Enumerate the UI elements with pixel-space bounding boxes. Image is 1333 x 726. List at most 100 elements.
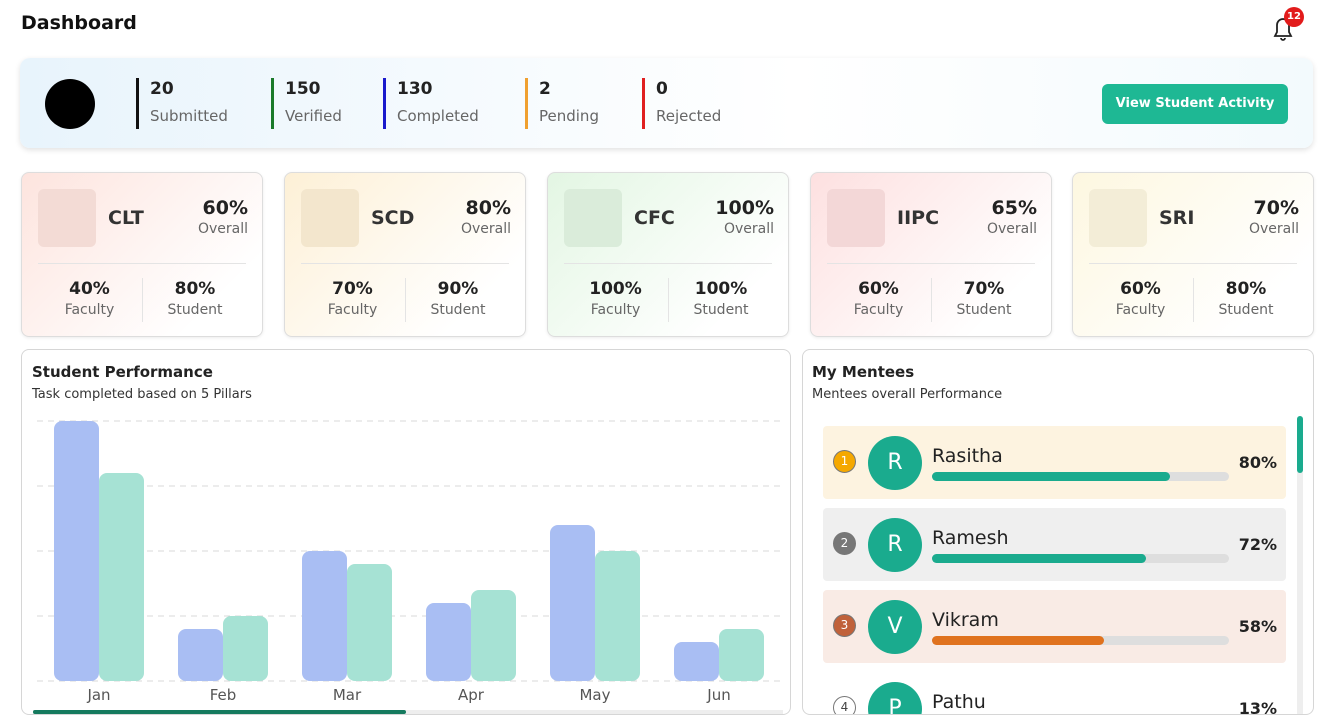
stat-label: Completed bbox=[397, 107, 479, 125]
mentee-avatar: R bbox=[868, 518, 922, 572]
mentee-avatar: R bbox=[868, 436, 922, 490]
scrollbar-track bbox=[33, 710, 783, 714]
mentee-percent: 72% bbox=[1238, 535, 1277, 554]
stat-label: Rejected bbox=[656, 107, 722, 125]
stat-value: 150 bbox=[285, 79, 321, 99]
bar bbox=[99, 473, 144, 681]
student-performance-panel: Student Performance Task completed based … bbox=[21, 349, 791, 715]
mentee-avatar: P bbox=[868, 682, 922, 714]
scrollbar-thumb bbox=[33, 710, 406, 714]
pillar-faculty: 100% bbox=[589, 279, 642, 299]
pillar-student: 80% bbox=[174, 279, 216, 299]
stat-value: 130 bbox=[397, 79, 433, 99]
mentee-avatar: V bbox=[868, 600, 922, 654]
mentee-percent: 58% bbox=[1238, 617, 1277, 636]
pillar-card: CLT 60% Overall 40% Faculty 80% Student bbox=[21, 172, 263, 337]
stat-label: Pending bbox=[539, 107, 599, 125]
progress-bar bbox=[932, 636, 1105, 645]
pillar-faculty: 60% bbox=[1120, 279, 1161, 299]
pillar-logo bbox=[564, 189, 622, 247]
pillar-student: 80% bbox=[1225, 279, 1267, 299]
pillar-separator bbox=[564, 263, 772, 264]
pillar-name: CLT bbox=[108, 207, 144, 229]
mentee-row: 1 R Rasitha 80% bbox=[823, 426, 1286, 499]
rank-badge: 3 bbox=[833, 614, 856, 637]
pillar-card: IIPC 65% Overall 60% Faculty 70% Student bbox=[810, 172, 1052, 337]
mentee-row: 3 V Vikram 58% bbox=[823, 590, 1286, 663]
x-tick-label: Apr bbox=[458, 686, 485, 704]
pillar-student-label: Student bbox=[956, 302, 1012, 318]
pillar-overall-label: Overall bbox=[460, 221, 511, 237]
bar bbox=[347, 564, 392, 681]
notification-badge: 12 bbox=[1284, 7, 1304, 27]
pillar-card: CFC 100% Overall 100% Faculty 100% Student bbox=[547, 172, 789, 337]
pillar-overall-label: Overall bbox=[723, 221, 774, 237]
pillar-student-label: Student bbox=[167, 302, 223, 318]
pillar-student-label: Student bbox=[693, 302, 749, 318]
scrollbar-thumb bbox=[1297, 416, 1303, 473]
pillar-student: 70% bbox=[963, 279, 1005, 299]
view-activity-button[interactable]: View Student Activity bbox=[1102, 84, 1288, 124]
bar bbox=[54, 421, 99, 681]
stat-divider bbox=[642, 78, 645, 129]
pillar-card: SRI 70% Overall 60% Faculty 80% Student bbox=[1072, 172, 1314, 337]
pillar-separator bbox=[1089, 263, 1297, 264]
bar bbox=[223, 616, 268, 681]
bar bbox=[674, 642, 719, 681]
pillar-faculty-label: Faculty bbox=[853, 302, 904, 318]
bar bbox=[302, 551, 347, 681]
pillar-name: SCD bbox=[371, 207, 415, 229]
pillar-separator bbox=[301, 263, 509, 264]
pillar-col-separator bbox=[668, 278, 669, 322]
rank-badge: 4 bbox=[833, 696, 856, 714]
stat-label: Submitted bbox=[150, 107, 228, 125]
mentees-title: My Mentees bbox=[812, 363, 915, 381]
stat-divider bbox=[271, 78, 274, 129]
pillar-faculty-label: Faculty bbox=[1115, 302, 1166, 318]
pillar-col-separator bbox=[931, 278, 932, 322]
bar bbox=[178, 629, 223, 681]
pillar-student-label: Student bbox=[430, 302, 486, 318]
pillar-name: IIPC bbox=[897, 207, 940, 229]
stats-bar: View Student Activity 20 Submitted 150 Veri… bbox=[20, 58, 1313, 148]
pillar-logo bbox=[38, 189, 96, 247]
mentee-percent: 80% bbox=[1238, 453, 1277, 472]
mentee-percent: 13% bbox=[1238, 699, 1277, 715]
mentee-name: Rasitha bbox=[932, 445, 1003, 467]
pillar-separator bbox=[38, 263, 246, 264]
pillar-overall-label: Overall bbox=[197, 221, 248, 237]
page-title: Dashboard bbox=[21, 12, 137, 34]
chart-subtitle: Task completed based on 5 Pillars bbox=[32, 387, 252, 402]
pillar-overall: 100% bbox=[715, 197, 774, 219]
pillar-faculty: 70% bbox=[332, 279, 373, 299]
pillar-overall: 65% bbox=[991, 197, 1037, 219]
pillar-faculty-label: Faculty bbox=[590, 302, 641, 318]
pillar-name: SRI bbox=[1159, 207, 1195, 229]
pillar-logo bbox=[301, 189, 359, 247]
scrollbar-track bbox=[1297, 416, 1303, 714]
mentee-row: 4 P Pathu 13% bbox=[823, 672, 1286, 715]
x-tick-label: May bbox=[579, 686, 610, 704]
pillar-logo bbox=[827, 189, 885, 247]
pillar-overall-label: Overall bbox=[1248, 221, 1299, 237]
stat-value: 20 bbox=[150, 79, 174, 99]
x-tick-label: Mar bbox=[333, 686, 362, 704]
bar bbox=[550, 525, 595, 681]
pillar-separator bbox=[827, 263, 1035, 264]
bar-chart: Jan Feb Mar Apr May Jun bbox=[33, 420, 783, 714]
mentees-panel: My Mentees Mentees overall Performance 1 R R… bbox=[802, 349, 1314, 715]
mentee-name: Ramesh bbox=[932, 527, 1009, 549]
mentee-name: Pathu bbox=[932, 691, 986, 713]
stat-value: 2 bbox=[539, 79, 551, 99]
mentees-subtitle: Mentees overall Performance bbox=[812, 387, 1003, 402]
pillar-faculty-label: Faculty bbox=[64, 302, 115, 318]
pillar-overall: 70% bbox=[1253, 197, 1299, 219]
pillar-student: 90% bbox=[437, 279, 479, 299]
stat-divider bbox=[136, 78, 139, 129]
stats-icon bbox=[45, 79, 95, 129]
stat-label: Verified bbox=[285, 107, 342, 125]
chart-title: Student Performance bbox=[32, 363, 213, 381]
pillar-student-label: Student bbox=[1218, 302, 1274, 318]
bar bbox=[719, 629, 764, 681]
